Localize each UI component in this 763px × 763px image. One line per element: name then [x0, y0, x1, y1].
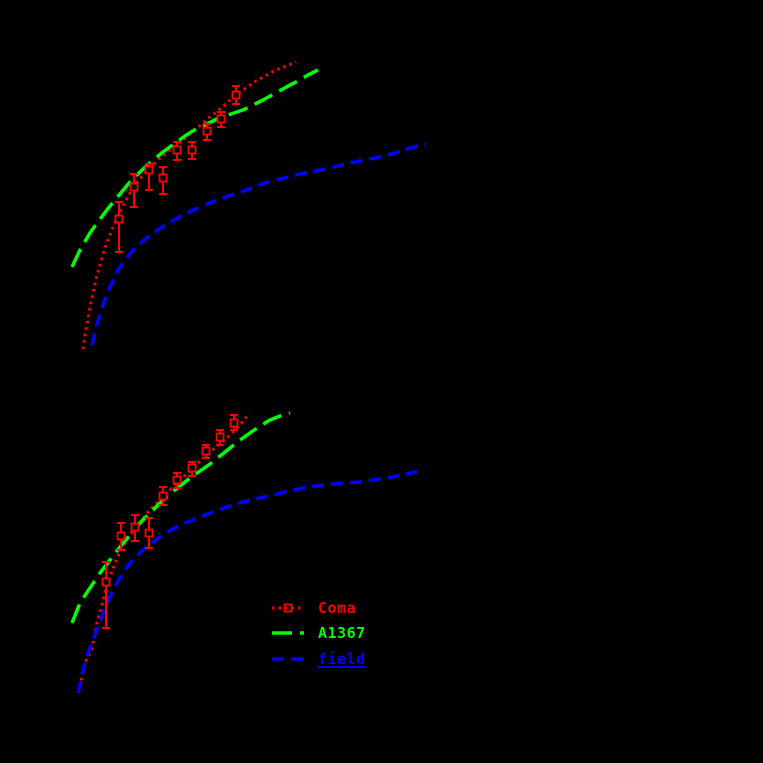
- legend-label-a1367: A1367: [318, 624, 366, 642]
- coma-data-points-top: [114, 85, 241, 253]
- data-point-marker: [116, 531, 126, 541]
- a1367-curve-top: [70, 68, 319, 268]
- legend-label-coma: Coma: [318, 599, 357, 617]
- data-point-marker: [144, 165, 154, 175]
- a1367-legend-line-icon: [272, 631, 304, 635]
- coma-data-points-bottom: [101, 414, 239, 629]
- coma-legend-line-icon: [272, 603, 304, 613]
- data-point-marker: [216, 114, 226, 124]
- legend-row-field: field: [271, 649, 366, 669]
- panel-top: [70, 60, 426, 350]
- coma-curve-top: [81, 60, 297, 350]
- data-point-marker: [144, 528, 154, 538]
- data-point-marker: [202, 126, 212, 136]
- data-point-marker: [201, 446, 211, 456]
- data-point-marker: [187, 463, 197, 473]
- data-point-marker: [172, 475, 182, 485]
- legend-row-a1367: A1367: [271, 623, 366, 643]
- field-curve-top: [90, 142, 426, 346]
- data-point-marker: [215, 432, 225, 442]
- field-curve-bottom: [76, 469, 422, 694]
- legend-row-coma: Coma: [271, 598, 356, 618]
- data-point-marker: [231, 90, 241, 100]
- legend-label-field: field: [318, 650, 366, 668]
- data-point-marker: [229, 418, 239, 428]
- data-point-marker: [129, 182, 139, 192]
- data-point-marker: [187, 145, 197, 155]
- data-point-marker: [101, 577, 111, 587]
- field-legend-line-icon: [272, 657, 304, 661]
- panel-bottom: [70, 411, 422, 694]
- data-point-marker: [114, 214, 124, 224]
- data-point-marker: [130, 522, 140, 532]
- data-point-marker: [158, 173, 168, 183]
- data-point-marker: [158, 491, 168, 501]
- data-point-marker: [172, 145, 182, 155]
